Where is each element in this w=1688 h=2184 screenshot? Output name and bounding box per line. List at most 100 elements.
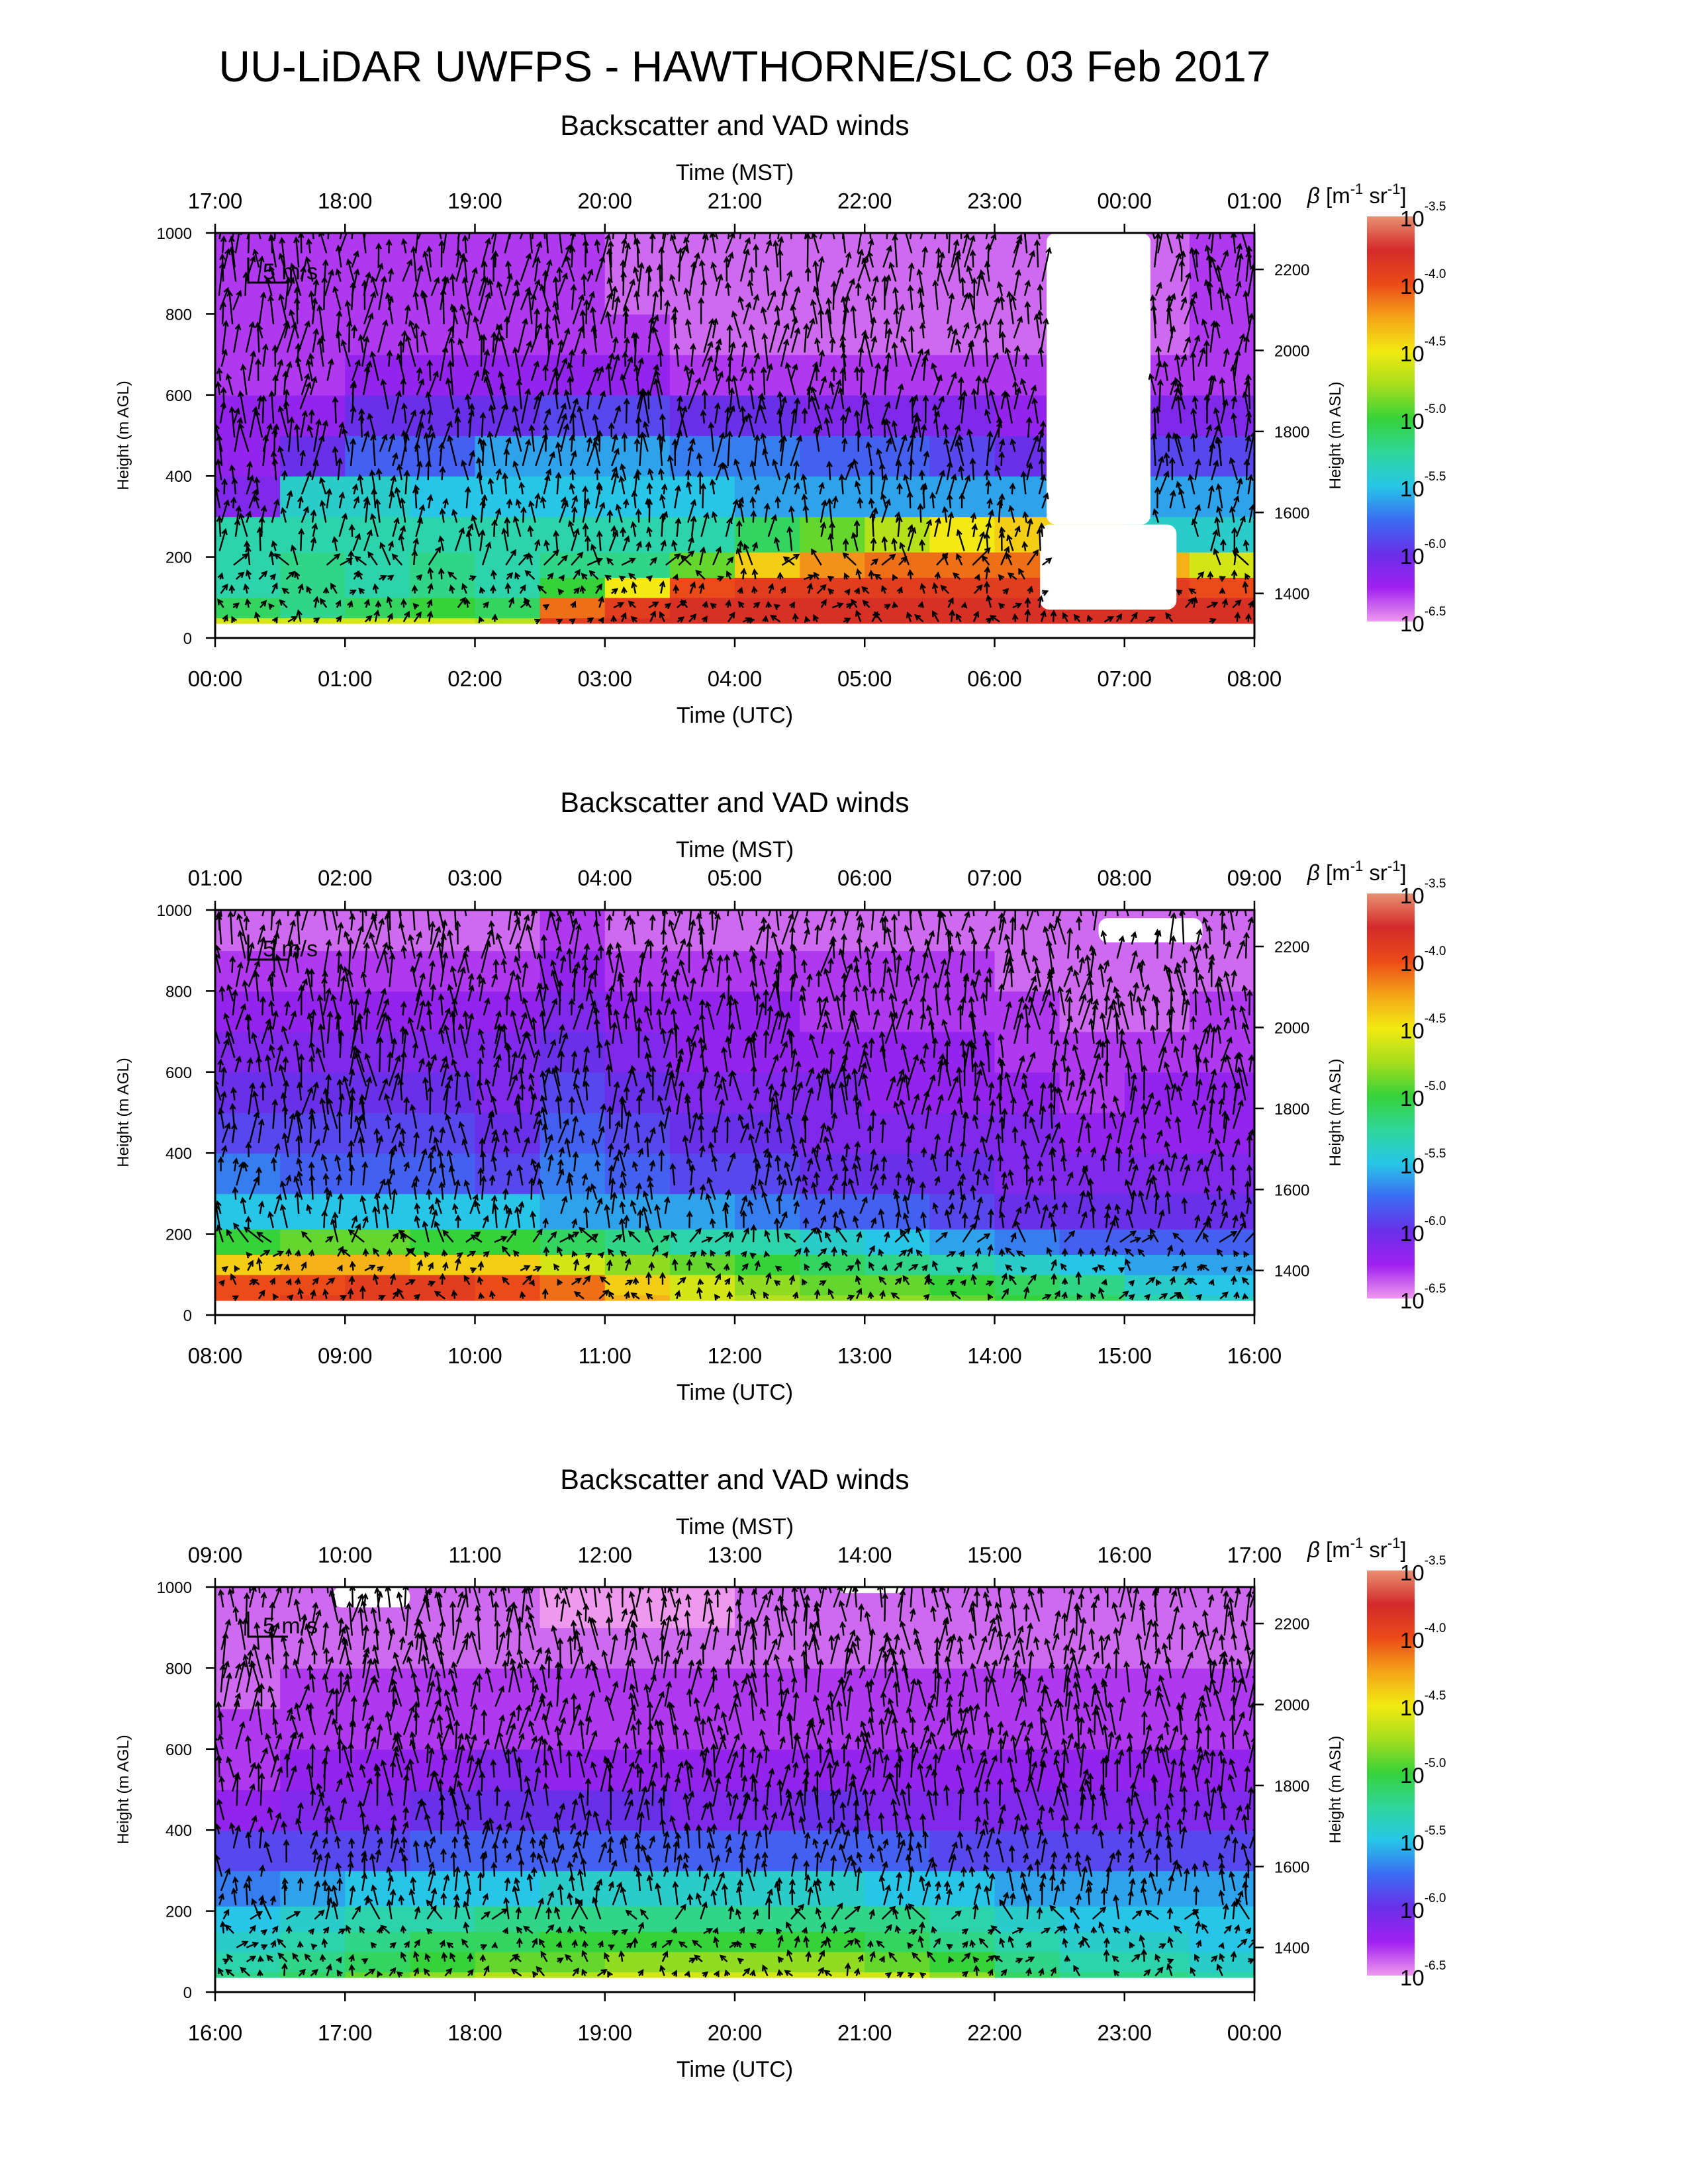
wind-arrow <box>1191 248 1199 282</box>
wind-arrow <box>436 1198 443 1214</box>
wind-arrow-head <box>383 1093 391 1101</box>
wind-arrow-head <box>558 1050 565 1058</box>
wind-arrow-head <box>827 588 835 595</box>
wind-arrow-head <box>844 617 851 624</box>
wind-arrow-head <box>522 997 528 1005</box>
wind-arrow <box>348 322 351 353</box>
wind-arrow <box>226 1032 236 1058</box>
wind-arrow <box>1217 507 1224 523</box>
backscatter-cell <box>735 314 800 355</box>
wind-arrow-head <box>1243 458 1250 465</box>
wind-arrow-head <box>218 985 226 993</box>
wind-arrow <box>1209 376 1215 396</box>
wind-arrow <box>647 266 651 296</box>
wind-arrow <box>441 1274 444 1285</box>
wind-arrow-head <box>535 1265 542 1272</box>
wind-arrow-head <box>308 1055 315 1062</box>
wind-arrow-head <box>642 1190 649 1198</box>
wind-arrow-head <box>753 293 760 301</box>
wind-arrow <box>671 235 679 253</box>
wind-arrow <box>825 418 831 438</box>
wind-arrow-head <box>841 437 848 445</box>
wind-arrow <box>291 263 302 296</box>
wind-arrow <box>733 376 741 410</box>
wind-arrow-head <box>949 609 956 616</box>
wind-arrow-head <box>621 586 628 594</box>
wind-arrow-head <box>624 336 630 344</box>
wind-arrow <box>369 933 379 959</box>
wind-arrow <box>445 1115 456 1144</box>
wind-arrow-head <box>735 547 742 555</box>
wind-arrow <box>258 1057 261 1072</box>
wind-arrow <box>324 1191 332 1214</box>
wind-arrow-head <box>1006 291 1013 298</box>
wind-arrow <box>218 915 220 931</box>
wind-arrow-head <box>782 556 790 563</box>
wind-arrow-head <box>564 1137 571 1145</box>
wind-arrow <box>245 322 254 353</box>
wind-arrow-head <box>916 268 923 276</box>
wind-arrow-head <box>451 997 458 1005</box>
wind-arrow <box>284 390 288 410</box>
wind-arrow <box>833 496 837 509</box>
wind-arrow <box>764 504 769 523</box>
wind-arrow <box>227 985 234 1002</box>
wind-arrow-head <box>921 482 928 490</box>
wind-arrow <box>217 1226 224 1243</box>
wind-arrow <box>220 350 227 367</box>
wind-arrow <box>481 238 490 268</box>
wind-arrow <box>246 233 250 240</box>
wind-arrow-head <box>308 968 315 975</box>
wind-arrow-head <box>348 523 355 531</box>
wind-arrow-head <box>547 1154 554 1161</box>
wind-arrow-head <box>347 222 352 227</box>
wind-arrow-head <box>377 1265 384 1273</box>
wind-arrow <box>543 475 549 495</box>
wind-arrow <box>1209 321 1215 353</box>
wind-arrow <box>684 366 690 381</box>
wind-arrow-head <box>344 931 350 938</box>
wind-arrow <box>252 1033 261 1058</box>
wind-arrow <box>881 554 896 566</box>
wind-arrow <box>833 268 843 296</box>
wind-arrow <box>842 297 846 310</box>
wind-arrow <box>1216 437 1221 452</box>
wind-arrow <box>678 405 688 438</box>
wind-arrow <box>351 233 353 240</box>
wind-arrow-head <box>336 1173 342 1181</box>
wind-arrow-head <box>813 426 820 434</box>
wind-arrow <box>1013 270 1020 296</box>
wind-arrow <box>638 940 649 974</box>
wind-arrow <box>896 305 904 339</box>
wind-arrow-head <box>750 510 757 517</box>
wind-arrow-head <box>480 439 487 446</box>
wind-arrow-head <box>986 498 993 505</box>
wind-arrow <box>481 350 489 381</box>
wind-arrow <box>1233 334 1244 367</box>
y-right-tick-label: 1400 <box>1274 586 1309 604</box>
wind-arrow-head <box>501 1246 508 1253</box>
wind-arrow-head <box>850 304 857 312</box>
wind-arrow-head <box>1213 206 1218 212</box>
wind-arrow <box>574 1259 578 1271</box>
wind-arrow <box>832 233 835 240</box>
wind-arrow-head <box>690 515 697 522</box>
y-right-tick-label: 2200 <box>1274 261 1309 279</box>
wind-arrow-head <box>328 357 334 365</box>
wind-arrow <box>1210 530 1217 551</box>
wind-arrow-head <box>528 1072 535 1080</box>
wind-arrow <box>911 397 914 424</box>
wind-arrow <box>628 1231 641 1243</box>
wind-arrow <box>390 1274 395 1285</box>
backscatter-cell <box>604 910 671 951</box>
wind-arrow <box>514 426 522 452</box>
wind-arrow <box>413 1043 417 1058</box>
wind-arrow <box>296 288 299 310</box>
wind-arrow-head <box>561 357 568 365</box>
wind-arrow-head <box>540 1106 547 1114</box>
wind-arrow-head <box>999 331 1006 338</box>
wind-arrow-head <box>500 1236 508 1242</box>
wind-arrow-head <box>225 373 232 381</box>
backscatter-cell <box>735 577 800 598</box>
